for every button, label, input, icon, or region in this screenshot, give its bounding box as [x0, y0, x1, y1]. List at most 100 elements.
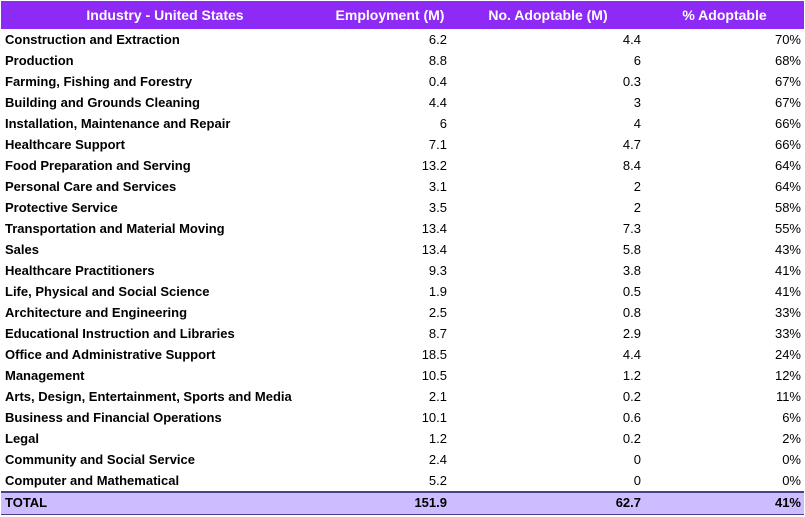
header-percent-adoptable: % Adoptable	[682, 7, 767, 23]
adoptable-cell: 0.2	[622, 431, 641, 446]
total-percent: 41%	[645, 491, 804, 515]
industry-cell: Management	[5, 368, 85, 383]
table-row: Healthcare Support 7.1 4.7 66%	[1, 134, 804, 155]
employment-cell: 2.1	[428, 389, 447, 404]
adoptable-cell: 1.2	[622, 368, 641, 383]
table-row: Office and Administrative Support 18.5 4.4…	[1, 344, 804, 365]
percent-cell: 67%	[774, 74, 801, 89]
percent-cell: 55%	[774, 221, 801, 236]
table-row: Arts, Design, Entertainment, Sports and …	[1, 386, 804, 407]
percent-cell: 64%	[774, 158, 801, 173]
industry-cell: Educational Instruction and Libraries	[5, 326, 235, 341]
industry-cell: Office and Administrative Support	[5, 347, 216, 362]
employment-cell: 9.3	[428, 263, 447, 278]
employment-cell: 13.4	[421, 242, 447, 257]
employment-cell: 1.2	[428, 431, 447, 446]
percent-cell: 33%	[774, 305, 801, 320]
table-row: Construction and Extraction 6.2 4.4 70%	[1, 29, 804, 50]
header-adoptable: No. Adoptable (M)	[488, 7, 608, 23]
table-row: Life, Physical and Social Science 1.9 0.5 4…	[1, 281, 804, 302]
table-row: Computer and Mathematical 5.2 0 0%	[1, 470, 804, 492]
employment-cell: 10.5	[421, 368, 447, 383]
table-row: Architecture and Engineering 2.5 0.8 33%	[1, 302, 804, 323]
percent-cell: 12%	[774, 368, 801, 383]
industry-cell: Building and Grounds Cleaning	[5, 95, 200, 110]
total-label: TOTAL	[1, 491, 329, 515]
employment-cell: 7.1	[428, 137, 447, 152]
table-row: Community and Social Service 2.4 0 0%	[1, 449, 804, 470]
industry-cell: Healthcare Support	[5, 137, 125, 152]
employment-cell: 6	[439, 116, 447, 131]
employment-cell: 2.4	[428, 452, 447, 467]
industry-cell: Personal Care and Services	[5, 179, 177, 194]
percent-cell: 0%	[782, 452, 801, 467]
table-row: Protective Service 3.5 2 58%	[1, 197, 804, 218]
percent-cell: 2%	[782, 431, 801, 446]
header-row: Industry - United States Employment (M) …	[1, 1, 804, 29]
adoptable-cell: 8.4	[622, 158, 641, 173]
percent-cell: 68%	[774, 53, 801, 68]
industry-cell: Life, Physical and Social Science	[5, 284, 210, 299]
industry-cell: Community and Social Service	[5, 452, 196, 467]
percent-cell: 6%	[782, 410, 801, 425]
employment-cell: 13.4	[421, 221, 447, 236]
industry-cell: Arts, Design, Entertainment, Sports and …	[5, 389, 292, 404]
adoptable-cell: 0	[633, 473, 641, 488]
employment-cell: 4.4	[428, 95, 447, 110]
adoptable-cell: 3.8	[622, 263, 641, 278]
table-row: Educational Instruction and Libraries 8.7…	[1, 323, 804, 344]
table-row: Business and Financial Operations 10.1 0.6…	[1, 407, 804, 428]
adoptable-cell: 0.2	[622, 389, 641, 404]
table-body: Construction and Extraction 6.2 4.4 70% Prod…	[1, 29, 804, 515]
industry-cell: Construction and Extraction	[5, 32, 180, 47]
adoptable-cell: 3	[633, 95, 641, 110]
total-row: TOTAL 151.9 62.7 41%	[1, 491, 804, 515]
adoptable-cell: 5.8	[622, 242, 641, 257]
industry-cell: Sales	[5, 242, 39, 257]
percent-cell: 66%	[774, 137, 801, 152]
percent-cell: 70%	[774, 32, 801, 47]
table-row: Healthcare Practitioners 9.3 3.8 41%	[1, 260, 804, 281]
table-header: Industry - United States Employment (M) …	[1, 1, 804, 29]
percent-cell: 24%	[774, 347, 801, 362]
table-row: Food Preparation and Serving 13.2 8.4 64%	[1, 155, 804, 176]
industry-cell: Computer and Mathematical	[5, 473, 180, 488]
adoptable-cell: 2.9	[622, 326, 641, 341]
industry-cell: Protective Service	[5, 200, 118, 215]
table-row: Legal 1.2 0.2 2%	[1, 428, 804, 449]
table-row: Farming, Fishing and Forestry 0.4 0.3 67%	[1, 71, 804, 92]
employment-cell: 2.5	[428, 305, 447, 320]
adoptable-cell: 0.6	[622, 410, 641, 425]
adoptable-cell: 0	[633, 452, 641, 467]
table-row: Installation, Maintenance and Repair 6 4 66…	[1, 113, 804, 134]
table-row: Management 10.5 1.2 12%	[1, 365, 804, 386]
percent-cell: 64%	[774, 179, 801, 194]
industry-cell: Food Preparation and Serving	[5, 158, 191, 173]
adoptable-cell: 2	[633, 179, 641, 194]
percent-cell: 43%	[774, 242, 801, 257]
percent-cell: 33%	[774, 326, 801, 341]
adoptable-cell: 4.4	[622, 347, 641, 362]
percent-cell: 0%	[782, 473, 801, 488]
total-employment: 151.9	[329, 491, 451, 515]
percent-cell: 66%	[774, 116, 801, 131]
industry-cell: Installation, Maintenance and Repair	[5, 116, 231, 131]
employment-cell: 1.9	[428, 284, 447, 299]
adoptable-cell: 0.5	[622, 284, 641, 299]
industry-cell: Healthcare Practitioners	[5, 263, 155, 278]
industry-cell: Production	[5, 53, 74, 68]
employment-cell: 18.5	[421, 347, 447, 362]
table-row: Sales 13.4 5.8 43%	[1, 239, 804, 260]
percent-cell: 41%	[774, 284, 801, 299]
employment-cell: 5.2	[428, 473, 447, 488]
employment-cell: 3.5	[428, 200, 447, 215]
percent-cell: 11%	[775, 389, 801, 404]
table-row: Transportation and Material Moving 13.4 7.…	[1, 218, 804, 239]
table-row: Personal Care and Services 3.1 2 64%	[1, 176, 804, 197]
industry-cell: Architecture and Engineering	[5, 305, 188, 320]
employment-cell: 8.7	[428, 326, 447, 341]
adoptable-cell: 2	[633, 200, 641, 215]
employment-cell: 0.4	[428, 74, 447, 89]
